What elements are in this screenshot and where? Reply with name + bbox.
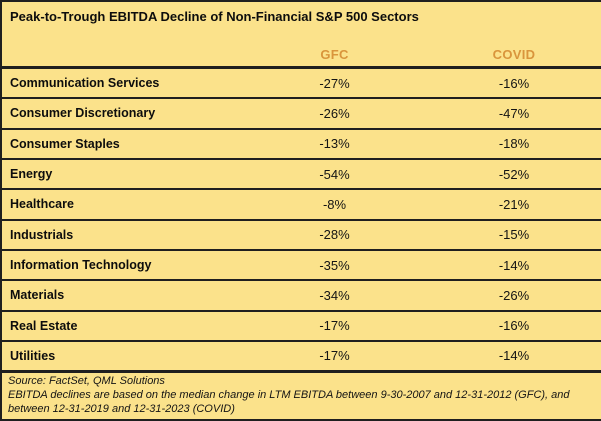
sector-column-header <box>2 47 242 62</box>
sector-name: Real Estate <box>10 318 78 333</box>
column-header-row: GFC COVID <box>2 47 601 66</box>
sector-name: Consumer Discretionary <box>10 106 156 121</box>
covid-value: -47% <box>498 105 530 121</box>
table-row: Communication Services -27% -16% <box>2 69 601 100</box>
table-header-block: Peak-to-Trough EBITDA Decline of Non-Fin… <box>2 2 601 69</box>
table-row: Materials -34% -26% <box>2 281 601 312</box>
table-row: Industrials -28% -15% <box>2 221 601 251</box>
covid-value: -14% <box>498 257 530 273</box>
covid-value: -16% <box>498 318 530 334</box>
gfc-value: -13% <box>319 136 350 152</box>
sector-name: Communication Services <box>10 76 160 91</box>
covid-value: -21% <box>498 196 530 212</box>
table-body: Communication Services -27% -16% Consume… <box>2 69 601 374</box>
gfc-value: -35% <box>319 257 350 273</box>
covid-value: -15% <box>498 227 530 243</box>
gfc-value: -54% <box>319 166 350 182</box>
table-row: Utilities -17% -14% <box>2 342 601 374</box>
covid-value: -26% <box>498 287 530 303</box>
covid-value: -16% <box>498 75 530 91</box>
gfc-value: -27% <box>319 75 350 91</box>
sector-name: Utilities <box>10 348 56 363</box>
gfc-value: -34% <box>319 287 350 303</box>
sector-name: Energy <box>10 167 53 182</box>
covid-column-header: COVID <box>492 47 536 62</box>
covid-value: -52% <box>498 166 530 182</box>
gfc-value: -26% <box>319 105 350 121</box>
table-row: Energy -54% -52% <box>2 160 601 191</box>
covid-value: -14% <box>498 348 530 364</box>
sector-name: Information Technology <box>10 258 152 273</box>
sector-name: Materials <box>10 288 65 303</box>
methodology-note: EBITDA declines are based on the median … <box>8 389 570 416</box>
gfc-value: -17% <box>319 348 350 364</box>
gfc-value: -17% <box>319 318 350 334</box>
gfc-column-header: GFC <box>320 47 349 62</box>
source-note: Source: FactSet, QML Solutions <box>8 375 165 388</box>
table-row: Real Estate -17% -16% <box>2 312 601 342</box>
table-row: Consumer Discretionary -26% -47% <box>2 99 601 130</box>
table-row: Consumer Staples -13% -18% <box>2 130 601 160</box>
sector-name: Industrials <box>10 227 74 242</box>
table-row: Information Technology -35% -14% <box>2 251 601 282</box>
sector-name: Consumer Staples <box>10 136 120 151</box>
gfc-value: -8% <box>322 196 347 212</box>
sector-name: Healthcare <box>10 197 74 212</box>
covid-value: -18% <box>498 136 530 152</box>
table-footer: Source: FactSet, QML Solutions EBITDA de… <box>2 373 601 419</box>
page-title: Peak-to-Trough EBITDA Decline of Non-Fin… <box>10 9 419 24</box>
table-row: Healthcare -8% -21% <box>2 190 601 221</box>
gfc-value: -28% <box>319 227 350 243</box>
